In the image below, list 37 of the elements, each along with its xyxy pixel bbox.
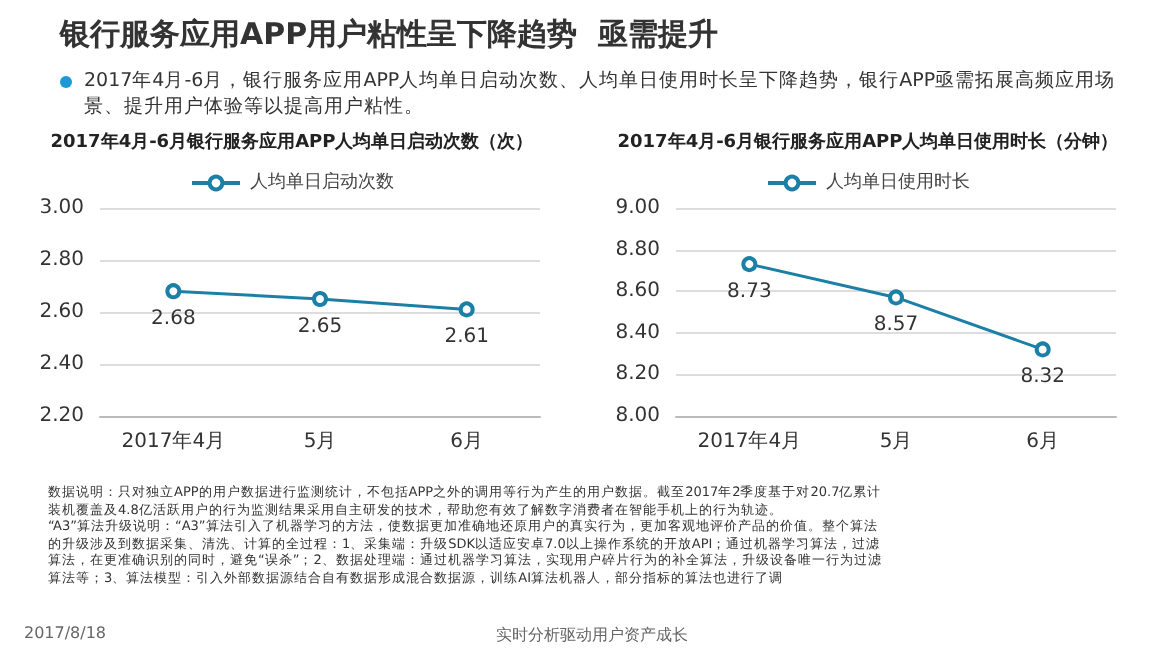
point <box>165 283 182 300</box>
legend-label: 人均单日启动次数 <box>250 171 394 193</box>
y-tick-label: 3.00 <box>39 197 84 219</box>
text: 银行服务应用APP用户粘性呈下降趋势 亟需提升 <box>60 16 719 54</box>
point <box>1034 341 1051 358</box>
data-label: 8.57 <box>873 314 919 337</box>
y-tick-label: 9.00 <box>615 197 660 219</box>
y-tick-label: 8.20 <box>615 363 660 386</box>
x-tick-label: 5月 <box>303 431 337 453</box>
y-tick-label: 2.40 <box>39 353 84 375</box>
point <box>458 301 475 318</box>
text: 2017/8/18 <box>24 624 107 642</box>
legend-label: 人均单日使用时长 <box>826 171 970 193</box>
chart-title: 2017年4月-6月银行服务应用APP人均单日启动次数（次） <box>50 131 534 153</box>
chart-title: 2017年4月-6月银行服务应用APP人均单日使用时长（分钟） <box>617 131 1119 153</box>
y-tick-label: 8.00 <box>615 405 660 427</box>
y-tick-label: 2.20 <box>39 405 84 427</box>
point <box>741 256 758 273</box>
text: 实时分析驱动用户资产成长 <box>496 624 688 646</box>
x-tick-label: 2017年4月 <box>697 429 802 453</box>
data-label: 2.68 <box>151 308 196 331</box>
data-label: 2.61 <box>444 326 489 349</box>
y-tick-label: 8.60 <box>615 280 660 303</box>
y-tick-label: 2.80 <box>39 249 84 271</box>
y-tick-label: 2.60 <box>39 301 84 323</box>
x-tick-label: 6月 <box>450 431 484 453</box>
y-tick-label: 8.80 <box>615 238 660 261</box>
x-tick-label: 6月 <box>1026 431 1060 453</box>
point <box>312 291 328 307</box>
x-tick-label: 2017年4月 <box>121 429 226 453</box>
point <box>888 289 904 306</box>
data-label: 8.32 <box>1020 366 1065 389</box>
x-tick-label: 5月 <box>879 431 913 453</box>
data-label: 2.65 <box>297 316 343 338</box>
data-label: 8.73 <box>727 281 772 304</box>
y-tick-label: 8.40 <box>615 321 660 344</box>
text: 2017年4月-6月，银行服务应用APP人均单日启动次数、人均单日使用时长呈下降趋势，银行APP亟需拓展高频应用场景、提升用户体验等以提高用户粘性。 <box>82 68 1118 120</box>
